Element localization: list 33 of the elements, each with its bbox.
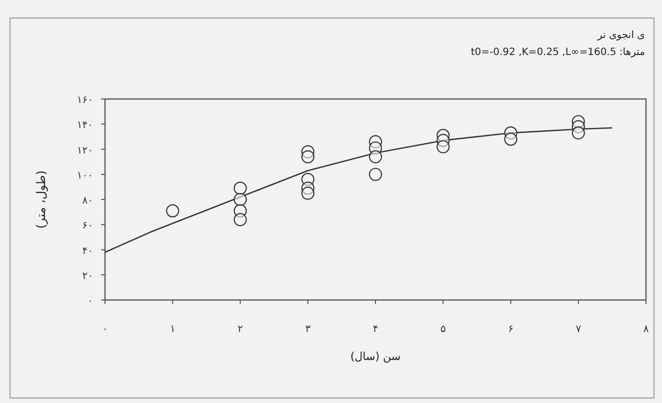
x-tick-label: ۰ [102,324,108,335]
x-axis-title: سن (سال) [350,350,401,363]
point [301,186,314,200]
point [436,140,450,154]
point [234,192,247,206]
x-tick-label: ۵ [440,324,446,335]
point [234,182,247,195]
y-tick-label: ۲۰ [82,270,93,282]
y-tick-label: ۸۰ [82,196,93,206]
y-tick-label: ۱۶۰ [76,95,93,106]
x-tick-label: ۸ [643,324,650,335]
y-tick-label: ۴۰ [82,246,93,257]
point [572,126,585,140]
point [166,204,180,218]
point [368,168,382,181]
x-tick-label: ۲ [238,324,243,335]
point [234,213,247,226]
point [504,132,518,146]
point [368,150,382,164]
x-tick-label: ۴ [372,324,378,335]
y-tick-label: ۱۲۰ [76,145,93,156]
x-tick-label: ۱ [170,324,176,335]
y-axis-title: (طول، متر) [34,170,48,229]
y-tick-label: ۱۰۰ [76,170,93,182]
x-tick-label: ۶ [508,324,514,335]
y-tick-label: ۰ [88,296,93,307]
y-tick-label: ۶۰ [82,220,93,232]
y-tick-label: ۱۴۰ [76,120,93,132]
chart-title: ی انجوی نر [596,30,646,41]
point [301,150,314,164]
x-tick-label: ۷ [576,324,582,335]
chart-subtitle: مترها: t0=-0.92 ,K=0.25 ,L∞=160.5 [470,47,645,58]
x-tick-label: ۳ [305,324,312,335]
